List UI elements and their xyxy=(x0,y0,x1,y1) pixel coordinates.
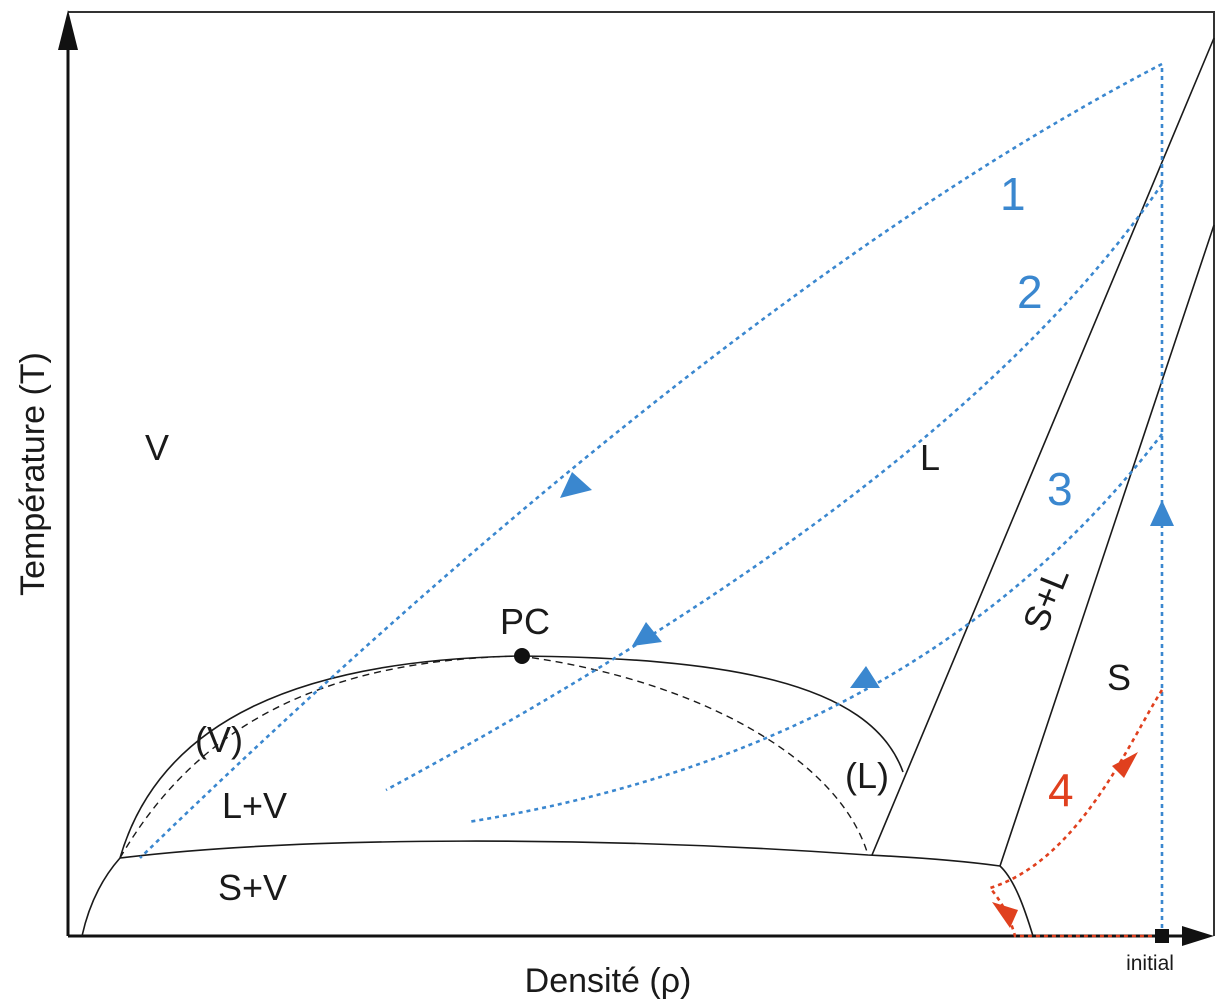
critical-point-marker xyxy=(514,648,530,664)
initial-label: initial xyxy=(1126,952,1174,975)
spinodal-curves xyxy=(119,655,869,859)
region-label-vapor-spinodal: (V) xyxy=(195,719,243,760)
region-label-solid-liquid: S+L xyxy=(1014,561,1076,637)
path-1-arrow xyxy=(560,472,592,498)
region-label-liquid-vapor: L+V xyxy=(222,785,287,826)
blue-paths xyxy=(139,62,1164,936)
initial-state-marker xyxy=(1155,929,1169,943)
path-label-2: 2 xyxy=(1017,266,1043,318)
path-label-4: 4 xyxy=(1048,764,1074,816)
region-label-liquid: L xyxy=(920,437,940,478)
x-axis-title: Densité (ρ) xyxy=(525,962,692,1000)
frame-border xyxy=(68,11,1215,936)
critical-point-label: PC xyxy=(500,601,550,642)
y-axis-title: Température (T) xyxy=(14,352,52,596)
path-label-1: 1 xyxy=(1000,168,1026,220)
path-2-curve xyxy=(385,183,1164,792)
path-4-arrow-upper xyxy=(1112,752,1138,778)
region-label-solid: S xyxy=(1107,657,1131,698)
y-axis-arrowhead xyxy=(58,10,78,50)
region-label-liquid-spinodal: (L) xyxy=(845,755,889,796)
path-1-curve xyxy=(139,62,1163,859)
path-2-arrow xyxy=(632,622,662,646)
path-3-curve xyxy=(467,433,1164,824)
melting-line-liquid xyxy=(871,37,1215,856)
blue-arrowheads xyxy=(560,472,1174,688)
path-4-arrow-lower xyxy=(992,902,1018,928)
solid-vapor-boundary xyxy=(999,865,1034,937)
region-label-solid-vapor: S+V xyxy=(218,867,287,908)
red-arrowheads xyxy=(992,752,1138,928)
region-label-vapor: V xyxy=(145,427,169,468)
x-axis-arrowhead xyxy=(1182,926,1214,946)
phase-boundaries xyxy=(81,37,1215,937)
path-3-arrow xyxy=(850,666,880,688)
vapor-spinodal-curve xyxy=(119,655,521,859)
heating-arrow xyxy=(1150,500,1174,526)
liquid-spinodal-curve xyxy=(519,655,869,856)
red-path xyxy=(987,689,1164,938)
path-label-3: 3 xyxy=(1047,463,1073,515)
path-4-curve xyxy=(987,689,1164,938)
melting-line-solid xyxy=(999,224,1215,867)
triple-line xyxy=(119,840,1001,867)
sublimation-curve xyxy=(81,857,121,937)
